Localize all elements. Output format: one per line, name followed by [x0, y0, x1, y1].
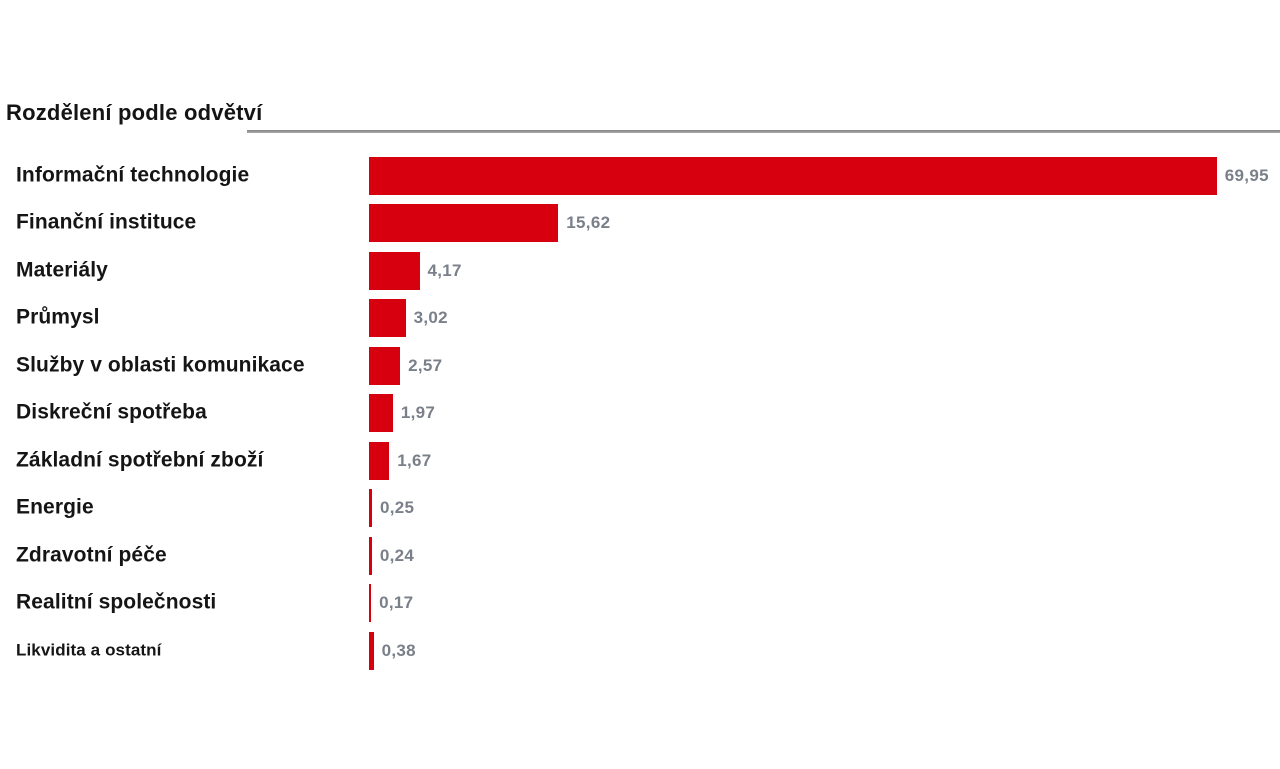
bar: [369, 631, 374, 670]
category-label: Základní spotřební zboží: [16, 448, 264, 472]
sector-bar-chart: Informační technologie 69,95 Finanční in…: [0, 152, 1280, 675]
bar: [369, 584, 372, 623]
bar-area: 3,02: [369, 295, 448, 343]
bar-area: 1,67: [369, 437, 431, 485]
category-label: Zdravotní péče: [16, 543, 167, 567]
category-label: Informační technologie: [16, 163, 250, 187]
category-label: Energie: [16, 495, 94, 519]
chart-row: Informační technologie 69,95: [0, 152, 1280, 200]
value-label: 0,24: [379, 545, 415, 565]
chart-row: Zdravotní péče 0,24: [0, 532, 1280, 580]
bar: [369, 394, 393, 433]
value-label: 1,97: [400, 403, 436, 423]
chart-row: Realitní společnosti 0,17: [0, 580, 1280, 628]
category-label: Realitní společnosti: [16, 590, 217, 614]
category-label: Finanční instituce: [16, 210, 197, 234]
bar-area: 1,97: [369, 390, 435, 438]
value-label: 0,25: [380, 498, 415, 518]
category-label: Průmysl: [16, 305, 100, 329]
bar-area: 0,17: [369, 580, 413, 628]
category-label: Diskreční spotřeba: [16, 400, 207, 424]
bar-area: 0,25: [369, 485, 414, 533]
value-label: 1,67: [397, 450, 432, 470]
chart-row: Průmysl 3,02: [0, 295, 1280, 343]
bar: [369, 441, 390, 480]
value-label: 4,17: [427, 260, 462, 280]
bar: [369, 536, 372, 575]
chart-row: Finanční instituce 15,62: [0, 200, 1280, 248]
bar: [369, 156, 1217, 195]
category-label: Materiály: [16, 258, 108, 282]
bar-area: 4,17: [369, 247, 462, 295]
title-divider: [247, 130, 1280, 133]
category-label: Služby v oblasti komunikace: [16, 353, 305, 377]
bar-area: 0,38: [369, 627, 416, 675]
value-label: 0,38: [381, 640, 416, 660]
bar: [369, 489, 372, 528]
chart-row: Materiály 4,17: [0, 247, 1280, 295]
page-title: Rozdělení podle odvětví: [6, 100, 263, 125]
bar: [369, 204, 559, 243]
value-label: 0,17: [379, 593, 414, 613]
chart-row: Služby v oblasti komunikace 2,57: [0, 342, 1280, 390]
value-label: 15,62: [566, 213, 611, 233]
bar-area: 0,24: [369, 532, 414, 580]
bar: [369, 299, 406, 338]
bar-area: 69,95: [369, 152, 1269, 200]
value-label: 2,57: [408, 355, 443, 375]
value-label: 69,95: [1224, 165, 1269, 185]
bar-area: 15,62: [369, 200, 610, 248]
chart-row: Diskreční spotřeba 1,97: [0, 390, 1280, 438]
value-label: 3,02: [413, 308, 448, 328]
chart-row: Likvidita a ostatní 0,38: [0, 627, 1280, 675]
category-label: Likvidita a ostatní: [16, 640, 162, 660]
bar-area: 2,57: [369, 342, 442, 390]
bar: [369, 251, 420, 290]
bar: [369, 346, 401, 385]
chart-row: Energie 0,25: [0, 485, 1280, 533]
chart-row: Základní spotřební zboží 1,67: [0, 437, 1280, 485]
